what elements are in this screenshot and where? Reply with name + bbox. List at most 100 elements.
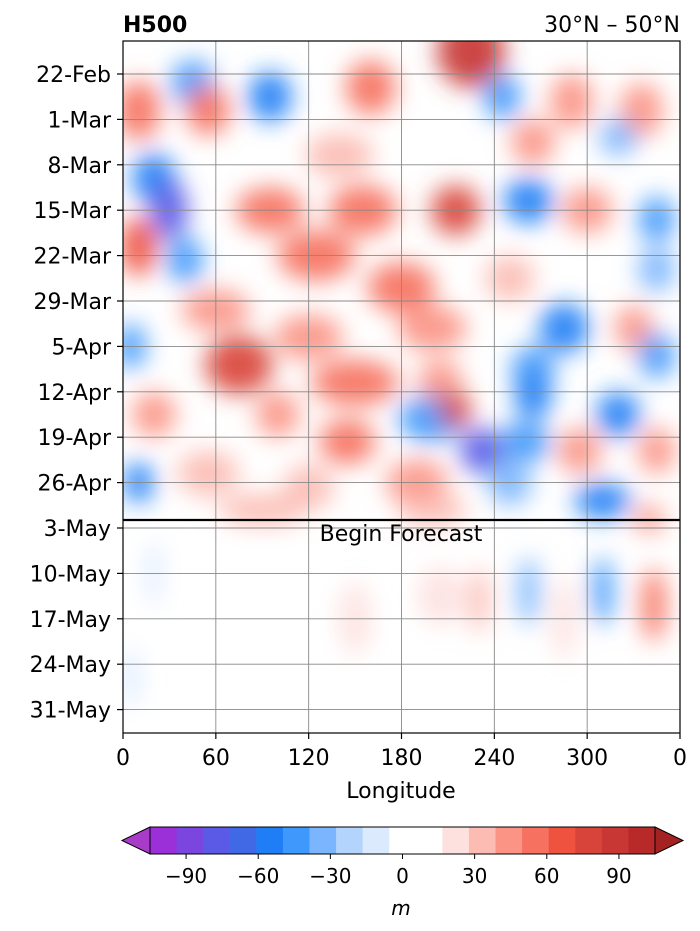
anomaly-contour-4 [550,74,594,129]
x-tick-label-6: 0 [673,746,687,771]
anomaly-contour-46 [557,428,602,474]
anomaly-contour-24 [485,255,535,301]
anomaly-contour-32 [205,335,273,395]
anomaly-contour-10 [599,119,637,156]
y-tick-label-12: 17-May [30,608,111,633]
y-tick-label-1: 1-Mar [48,108,112,133]
anomaly-contour-39 [256,391,300,438]
colorbar-swatch-12 [468,827,497,854]
colorbar-tick-label-6: 90 [606,864,631,888]
y-tick-label-8: 19-Apr [37,426,111,451]
anomaly-contour-5 [619,83,663,138]
anomaly-contour-30 [398,305,467,351]
y-tick-label-7: 12-Apr [37,381,111,406]
colorbar-swatch-6 [309,827,337,854]
colorbar-swatch-1 [176,827,204,854]
anomaly-contour-21 [166,237,204,283]
y-tick-label-14: 31-May [30,699,111,724]
colorbar-swatch-18 [628,827,656,854]
y-tick-label-11: 10-May [30,562,111,587]
colorbar-swatch-11 [442,827,470,854]
colorbar-swatch-4 [256,827,284,854]
anomaly-contour-25 [638,246,676,292]
anomaly-contour-54 [218,493,306,526]
colorbar-swatch-2 [203,827,231,854]
anomaly-contour-48 [177,450,240,497]
colorbar-tick-label-5: 60 [534,864,559,888]
x-axis-label: Longitude [346,779,455,804]
anomaly-contour-7 [186,85,230,136]
colorbar-swatch-8 [362,827,390,854]
anomaly-contour-44 [460,428,504,474]
colorbar-swatch-16 [575,827,603,854]
colorbar-swatch-13 [495,827,523,854]
anomaly-contour-11 [305,133,374,179]
anomaly-contour-64 [591,557,614,626]
anomaly-contour-19 [638,196,676,242]
x-axis: 0 60 120 180 240 300 0 [116,733,687,771]
y-tick-label-3: 15-Mar [34,199,112,224]
x-tick-label-4: 240 [473,746,515,771]
x-tick-label-3: 180 [381,746,423,771]
anomaly-contour-60 [418,566,462,626]
y-tick-label-9: 26-Apr [37,472,111,497]
chart-subtitle: 30°N – 50°N [544,13,680,38]
colorbar: −90 −60 −30 0 30 60 90 [120,826,685,888]
anomaly-contour-45 [500,421,551,463]
y-tick-label-10: 3-May [44,517,111,542]
anomaly-contour-61 [468,568,490,633]
colorbar-swatch-9 [389,827,417,854]
colorbar-tick-label-0: −90 [165,864,207,888]
anomaly-contour-9 [511,119,555,165]
colorbar-swatch-17 [601,827,630,854]
chart-title: H500 [123,13,187,38]
anomaly-contour-35 [638,332,676,379]
anomaly-contour-37 [514,373,552,419]
grid-lines [123,41,680,733]
anomaly-contour-43 [319,419,376,465]
anomaly-contour-38 [132,391,176,438]
colorbar-label: m [391,896,410,920]
anomaly-contour-62 [517,557,540,626]
anomaly-contour-41 [440,391,472,429]
x-tick-label-0: 0 [116,746,130,771]
colorbar-swatch-14 [522,827,550,854]
anomaly-contour-0 [437,41,506,88]
colorbar-swatch-7 [336,827,364,854]
colorbar-swatch-10 [415,827,443,854]
anomaly-contour-55 [398,493,467,526]
anomaly-contour-53 [574,482,631,519]
x-tick-label-2: 120 [288,746,330,771]
y-tick-label-2: 8-Mar [48,154,112,179]
y-tick-label-4: 22-Mar [34,245,112,270]
colorbar-tick-label-3: 0 [396,864,409,888]
anomaly-contour-8 [483,74,521,120]
anomaly-contour-65 [641,568,667,642]
colorbar-tick-label-4: 30 [462,864,487,888]
colorbar-swatch-15 [548,827,576,854]
forecast-annotation: Begin Forecast [320,522,483,547]
y-tick-label-5: 29-Mar [34,290,112,315]
colorbar-swatch-3 [229,827,257,854]
y-axis: 22-Feb 1-Mar 8-Mar 15-Mar 22-Mar 29-Mar 5-Apr 1… [30,63,123,724]
colorbar-swatch-0 [150,827,178,854]
anomaly-contour-47 [638,428,676,474]
anomaly-contour-1 [345,60,396,115]
anomaly-contour-17 [503,178,554,224]
anomaly-contour-67 [277,666,371,708]
colorbar-tick-label-2: −30 [309,864,351,888]
y-tick-label-0: 22-Feb [36,63,111,88]
colorbar-extend-under [120,826,151,855]
x-tick-label-5: 300 [566,746,608,771]
anomaly-contour-3 [248,71,292,122]
anomaly-contour-20 [123,217,158,276]
y-tick-label-13: 24-May [30,653,111,678]
colorbar-extend-over [654,826,685,855]
anomaly-contour-33 [311,360,399,406]
anomaly-contour-42 [596,391,640,438]
y-tick-label-6: 5-Apr [51,335,111,360]
anomaly-contour-27 [539,303,589,354]
colorbar-swatch-5 [282,827,311,854]
anomaly-contour-66 [123,648,140,708]
